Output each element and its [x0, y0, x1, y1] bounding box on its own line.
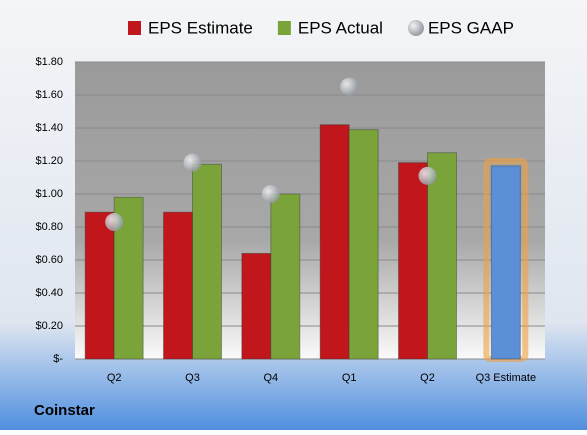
bar: [348, 129, 379, 360]
y-tick-label: $1.40: [35, 122, 63, 134]
legend-marker: [128, 21, 141, 35]
footer: Coinstar: [34, 402, 95, 419]
bar: [192, 163, 222, 360]
bar: [241, 252, 272, 360]
plot-area: [75, 62, 545, 359]
y-tick-label: $0.20: [35, 320, 63, 332]
x-tick-label: Q3: [185, 372, 200, 384]
y-tick-label: $1.20: [35, 155, 63, 167]
gaap-point: [105, 213, 124, 232]
bar: [319, 124, 350, 360]
x-tick-label: Q3 Estimate: [476, 372, 537, 384]
x-tick-label: Q4: [263, 372, 278, 384]
legend-label: EPS GAAP: [428, 18, 514, 37]
bar: [163, 211, 193, 360]
bar: [270, 193, 301, 360]
y-tick-label: $1.60: [35, 89, 63, 101]
gaap-point: [183, 153, 202, 172]
legend-label: EPS Actual: [298, 18, 383, 37]
legend-marker: [407, 20, 424, 36]
x-tick-label: Q2: [107, 372, 122, 384]
gaap-point: [340, 77, 359, 96]
bar: [398, 162, 428, 360]
legend-marker: [277, 21, 291, 35]
bar: [490, 165, 521, 360]
x-tick-label: Q2: [420, 372, 435, 384]
y-tick-label: $0.80: [35, 221, 63, 233]
y-tick-label: $-: [53, 353, 63, 365]
bar: [84, 211, 115, 360]
y-tick-label: $0.60: [35, 254, 63, 266]
y-tick-label: $0.40: [35, 287, 63, 299]
x-tick-label: Q1: [342, 372, 357, 384]
y-tick-label: $1.80: [35, 56, 63, 68]
y-tick-label: $1.00: [35, 188, 63, 200]
legend-label: EPS Estimate: [148, 18, 253, 37]
gaap-point: [261, 185, 280, 203]
gaap-point: [418, 166, 437, 185]
bar: [427, 152, 457, 360]
